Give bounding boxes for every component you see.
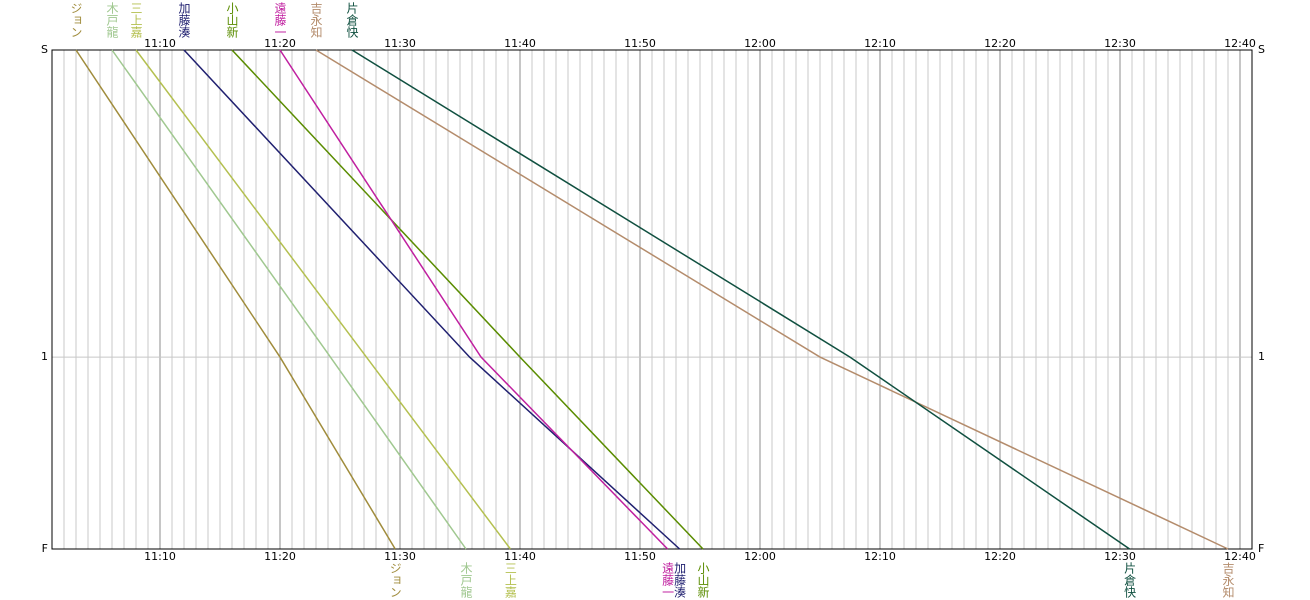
runner-line [75,49,396,550]
runner-label: 木戸龍 [459,562,473,598]
x-tick-label: 11:50 [624,550,656,563]
runner-label: ジョン [388,562,402,598]
x-tick-label: 12:40 [1224,37,1256,50]
x-tick-label: 12:30 [1104,550,1136,563]
x-tick-label: 12:20 [984,37,1016,50]
runner-label: 遠藤一 [661,562,675,598]
runner-label: 遠藤一 [273,2,287,38]
x-tick-label: 12:40 [1224,550,1256,563]
y-tick-label: S [41,43,48,56]
runner-label: 吉永知 [309,2,323,39]
runner-label: 三上嘉 [129,2,143,39]
x-tick-label: 11:50 [624,37,656,50]
runner-label: 加藤湊 [673,562,687,598]
runner-line [279,49,669,550]
x-tick-label: 12:30 [1104,37,1136,50]
runner-label: 片倉快 [345,2,359,39]
x-tick-label: 12:10 [864,37,896,50]
runner-line [231,49,704,550]
runner-label: 木戸龍 [105,2,119,38]
runner-line [315,49,1229,550]
runner-line [351,49,1131,550]
x-tick-label: 11:30 [384,37,416,50]
runner-line [111,49,467,550]
x-tick-label: 12:00 [744,550,776,563]
runner-label: 片倉快 [1123,562,1137,599]
x-tick-label: 11:30 [384,550,416,563]
x-tick-label: 11:20 [264,37,296,50]
x-tick-label: 11:10 [144,37,176,50]
y-tick-label: F [1258,542,1264,555]
x-tick-label: 12:00 [744,37,776,50]
y-tick-label: F [42,542,48,555]
y-tick-label: 1 [41,350,48,363]
y-tick-label: 1 [1258,350,1265,363]
runner-label: 小山新 [225,2,239,38]
x-tick-label: 11:40 [504,550,536,563]
runner-label: ジョン [69,2,83,38]
y-tick-label: S [1258,43,1265,56]
x-tick-label: 11:40 [504,37,536,50]
runner-label: 小山新 [696,562,710,598]
x-tick-label: 12:20 [984,550,1016,563]
plot-border [51,49,1253,550]
runner-label: 吉永知 [1221,562,1235,599]
runner-label: 三上嘉 [503,562,517,599]
runner-label: 加藤湊 [177,2,191,38]
runner-line [135,49,511,550]
x-tick-label: 11:10 [144,550,176,563]
runner-line [183,49,681,550]
x-tick-label: 12:10 [864,550,896,563]
x-tick-label: 11:20 [264,550,296,563]
